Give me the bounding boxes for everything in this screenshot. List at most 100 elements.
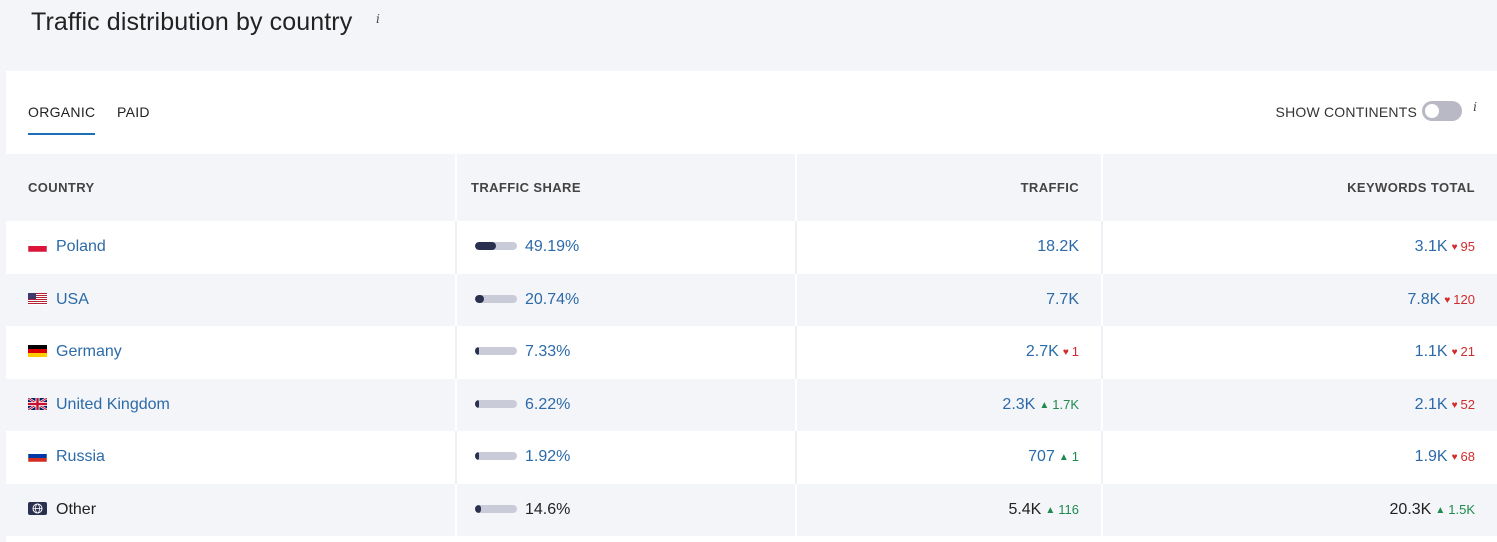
increase-delta: ▲ 1.5K	[1435, 501, 1475, 517]
keywords-value[interactable]: 7.8K	[1407, 290, 1441, 308]
table-row: Germany 7.33% 2.7K ♥ 1 1.1K ♥ 21	[6, 326, 1497, 379]
increase-delta: ▲ 1	[1058, 449, 1079, 465]
globe-icon	[28, 501, 47, 515]
traffic-share-value[interactable]: 7.33%	[525, 343, 571, 361]
arrow-up-icon: ▲	[1058, 452, 1069, 464]
country-link: Other	[56, 500, 97, 518]
traffic-cell: 18.2K	[796, 221, 1103, 274]
keywords-cell: 1.9K ♥ 68	[1102, 431, 1497, 484]
traffic-share-bar	[475, 347, 517, 356]
traffic-share-cell: 49.19%	[456, 221, 797, 274]
traffic-share-cell: 1.92%	[456, 431, 797, 484]
arrow-down-icon: ♥	[1444, 294, 1451, 306]
traffic-share-bar-fill	[475, 242, 496, 251]
table-header-row: COUNTRY TRAFFIC SHARE TRAFFIC KEYWORDS T…	[6, 154, 1497, 221]
traffic-share-bar-fill	[475, 452, 479, 461]
tab-paid[interactable]: PAID	[117, 104, 150, 120]
column-header-country[interactable]: COUNTRY	[6, 154, 457, 221]
traffic-share-cell: 7.33%	[456, 326, 797, 379]
tabs-bar: ORGANIC PAID SHOW CONTINENTS i	[6, 71, 1497, 154]
traffic-share-value: 14.6%	[525, 500, 571, 518]
traffic-card: ORGANIC PAID SHOW CONTINENTS i COUNTRY T…	[6, 71, 1497, 542]
tab-organic[interactable]: ORGANIC	[28, 104, 96, 135]
country-cell: USA	[6, 273, 457, 326]
arrow-down-icon: ♥	[1451, 347, 1458, 359]
keywords-cell: 1.1K ♥ 21	[1102, 326, 1497, 379]
country-cell: Poland	[6, 221, 457, 274]
traffic-share-bar	[475, 399, 517, 408]
table-row: Other 14.6% 5.4K ▲ 116 20.3K ▲ 1.5K	[6, 483, 1497, 537]
traffic-share-bar	[475, 294, 517, 303]
traffic-share-bar-fill	[475, 294, 484, 303]
country-link[interactable]: Germany	[56, 343, 122, 361]
table-row: Russia 1.92% 707 ▲ 1 1.9K ♥ 68	[6, 431, 1497, 484]
traffic-cell: 2.7K ♥ 1	[796, 326, 1103, 379]
traffic-share-value[interactable]: 20.74%	[525, 290, 580, 308]
keywords-value[interactable]: 3.1K	[1414, 238, 1448, 256]
germany-flag-icon	[28, 345, 47, 358]
arrow-down-icon: ♥	[1451, 452, 1458, 464]
traffic-value[interactable]: 2.3K	[1002, 395, 1036, 413]
uk-flag-icon	[27, 396, 48, 411]
traffic-cell: 5.4K ▲ 116	[796, 483, 1103, 536]
show-continents-toggle[interactable]	[1422, 101, 1462, 121]
info-icon[interactable]: i	[376, 12, 380, 26]
poland-flag-icon	[27, 239, 48, 253]
decrease-delta: ♥ 21	[1451, 344, 1475, 360]
russia-flag-icon	[27, 449, 48, 463]
decrease-delta: ♥ 1	[1062, 344, 1079, 360]
table-row: United Kingdom 6.22% 2.3K ▲ 1.7K 2.1K ♥ 52	[6, 378, 1497, 432]
arrow-down-icon: ♥	[1451, 242, 1458, 254]
traffic-value[interactable]: 2.7K	[1025, 343, 1059, 361]
traffic-value: 5.4K	[1008, 500, 1042, 518]
decrease-delta: ♥ 68	[1451, 449, 1475, 465]
decrease-delta: ♥ 120	[1444, 291, 1475, 307]
traffic-cell: 7.7K	[796, 273, 1103, 326]
keywords-cell: 20.3K ▲ 1.5K	[1102, 484, 1497, 537]
traffic-share-bar	[475, 452, 517, 461]
country-cell: Other	[6, 483, 457, 536]
traffic-share-value[interactable]: 1.92%	[525, 448, 571, 466]
country-link[interactable]: United Kingdom	[56, 395, 170, 413]
country-cell: Russia	[6, 431, 457, 484]
increase-delta: ▲ 116	[1045, 501, 1079, 517]
traffic-share-bar	[475, 504, 517, 513]
keywords-value: 20.3K	[1389, 500, 1432, 518]
traffic-value[interactable]: 18.2K	[1037, 238, 1079, 256]
keywords-cell: 3.1K ♥ 95	[1102, 221, 1497, 274]
column-header-traffic[interactable]: TRAFFIC	[796, 154, 1103, 221]
arrow-up-icon: ▲	[1045, 504, 1056, 516]
traffic-share-bar-fill	[475, 504, 482, 513]
traffic-share-cell: 6.22%	[456, 378, 797, 431]
keywords-value[interactable]: 2.1K	[1414, 395, 1448, 413]
traffic-share-cell: 14.6%	[456, 483, 797, 536]
traffic-share-cell: 20.74%	[456, 273, 797, 326]
toggle-knob	[1425, 104, 1439, 118]
continents-info-icon[interactable]: i	[1473, 100, 1477, 114]
country-link[interactable]: Russia	[56, 448, 105, 466]
keywords-cell: 2.1K ♥ 52	[1102, 379, 1497, 432]
traffic-value[interactable]: 707	[1028, 448, 1055, 466]
table-row: Poland 49.19% 18.2K 3.1K ♥ 95	[6, 221, 1497, 274]
keywords-value[interactable]: 1.1K	[1414, 343, 1448, 361]
column-header-keywords-total[interactable]: KEYWORDS TOTAL	[1347, 180, 1475, 195]
usa-flag-icon	[28, 292, 47, 305]
arrow-down-icon: ♥	[1451, 399, 1458, 411]
traffic-value[interactable]: 7.7K	[1046, 290, 1079, 308]
country-link[interactable]: Poland	[56, 238, 106, 256]
traffic-share-bar	[475, 242, 517, 251]
traffic-cell: 707 ▲ 1	[796, 431, 1103, 484]
keywords-value[interactable]: 1.9K	[1414, 448, 1448, 466]
page-title: Traffic distribution by country	[31, 8, 353, 36]
traffic-share-value[interactable]: 6.22%	[525, 395, 571, 413]
country-link[interactable]: USA	[56, 290, 89, 308]
traffic-share-value[interactable]: 49.19%	[525, 238, 580, 256]
traffic-cell: 2.3K ▲ 1.7K	[796, 378, 1103, 431]
traffic-share-bar-fill	[475, 399, 479, 408]
column-header-traffic-share[interactable]: TRAFFIC SHARE	[456, 154, 797, 221]
keywords-cell: 7.8K ♥ 120	[1102, 274, 1497, 327]
country-table: COUNTRY TRAFFIC SHARE TRAFFIC KEYWORDS T…	[6, 154, 1497, 536]
arrow-down-icon: ♥	[1062, 347, 1069, 359]
country-cell: Germany	[6, 326, 457, 379]
arrow-up-icon: ▲	[1039, 399, 1050, 411]
